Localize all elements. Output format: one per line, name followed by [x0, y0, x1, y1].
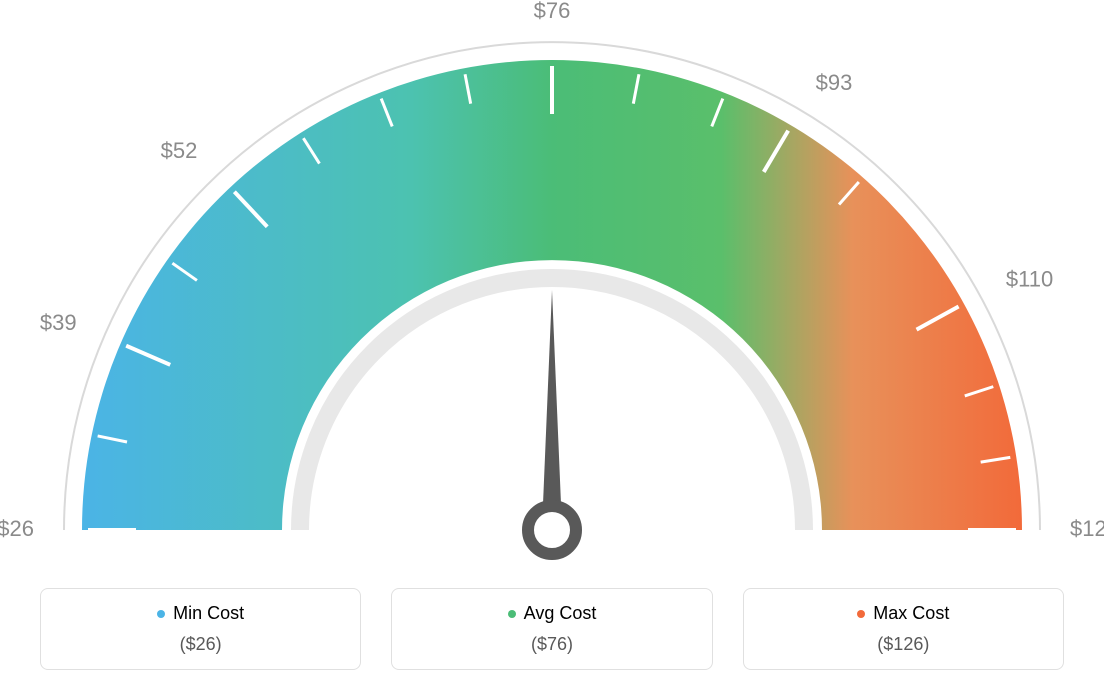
gauge-tick-label: $26 — [0, 516, 34, 541]
legend-label-avg: Avg Cost — [524, 603, 597, 624]
gauge-tick-label: $110 — [1006, 266, 1053, 291]
gauge-svg: $26 $39 $52 $76 $93 $110 $126 — [0, 0, 1104, 570]
gauge-chart-container: $26 $39 $52 $76 $93 $110 $126 Min Cost ($26) A… — [0, 0, 1104, 690]
gauge-area: $26 $39 $52 $76 $93 $110 $126 — [0, 0, 1104, 570]
legend-dot-max — [857, 610, 865, 618]
gauge-tick-label: $126 — [1070, 516, 1104, 541]
gauge-tick-label: $93 — [816, 70, 853, 95]
legend-value-min: ($26) — [51, 634, 350, 655]
gauge-tick-label: $52 — [161, 138, 198, 163]
legend-box-avg: Avg Cost ($76) — [391, 588, 712, 670]
legend-dot-avg — [508, 610, 516, 618]
legend-title-max: Max Cost — [857, 603, 949, 624]
legend-value-max: ($126) — [754, 634, 1053, 655]
legend-row: Min Cost ($26) Avg Cost ($76) Max Cost (… — [0, 588, 1104, 670]
legend-dot-min — [157, 610, 165, 618]
legend-label-max: Max Cost — [873, 603, 949, 624]
legend-label-min: Min Cost — [173, 603, 244, 624]
gauge-tick-label: $76 — [534, 0, 571, 23]
legend-value-avg: ($76) — [402, 634, 701, 655]
legend-title-min: Min Cost — [157, 603, 244, 624]
legend-box-min: Min Cost ($26) — [40, 588, 361, 670]
gauge-tick-label: $39 — [40, 310, 77, 335]
legend-title-avg: Avg Cost — [508, 603, 597, 624]
gauge-needle — [543, 290, 561, 504]
gauge-hub — [528, 506, 576, 554]
legend-box-max: Max Cost ($126) — [743, 588, 1064, 670]
